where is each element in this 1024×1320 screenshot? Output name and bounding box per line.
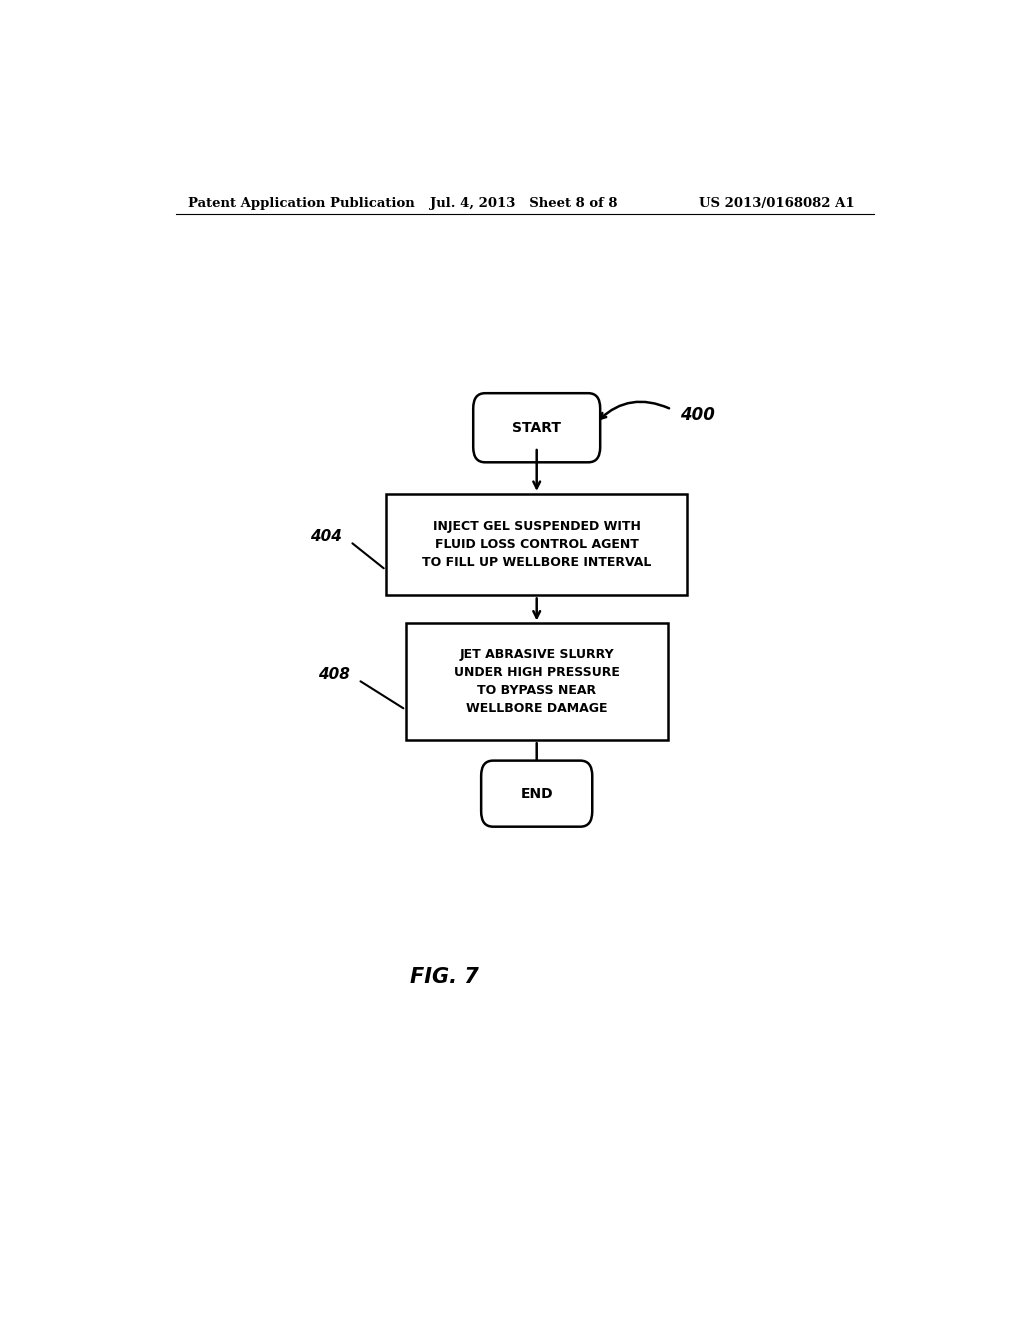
Text: US 2013/0168082 A1: US 2013/0168082 A1 — [699, 197, 855, 210]
Text: INJECT GEL SUSPENDED WITH
FLUID LOSS CONTROL AGENT
TO FILL UP WELLBORE INTERVAL: INJECT GEL SUSPENDED WITH FLUID LOSS CON… — [422, 520, 651, 569]
FancyBboxPatch shape — [386, 494, 687, 595]
Text: Jul. 4, 2013   Sheet 8 of 8: Jul. 4, 2013 Sheet 8 of 8 — [430, 197, 617, 210]
Text: FIG. 7: FIG. 7 — [410, 966, 478, 986]
FancyBboxPatch shape — [406, 623, 668, 741]
Text: JET ABRASIVE SLURRY
UNDER HIGH PRESSURE
TO BYPASS NEAR
WELLBORE DAMAGE: JET ABRASIVE SLURRY UNDER HIGH PRESSURE … — [454, 648, 620, 715]
FancyBboxPatch shape — [473, 393, 600, 462]
Text: Patent Application Publication: Patent Application Publication — [187, 197, 415, 210]
FancyBboxPatch shape — [481, 760, 592, 826]
Text: 400: 400 — [680, 405, 715, 424]
Text: 404: 404 — [310, 529, 342, 544]
Text: END: END — [520, 787, 553, 801]
Text: START: START — [512, 421, 561, 434]
Text: 408: 408 — [318, 667, 350, 682]
